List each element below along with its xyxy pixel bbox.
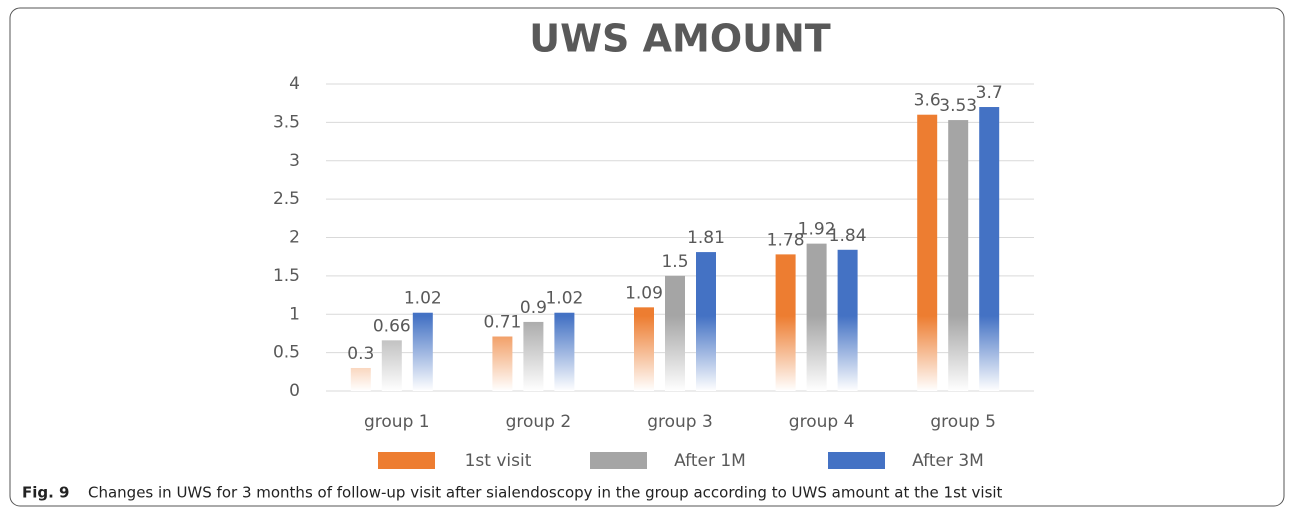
value-label: 1.5 (661, 252, 688, 272)
bar (917, 114, 938, 391)
y-tick-label: 1.5 (273, 266, 300, 286)
bar (979, 107, 1000, 392)
x-tick-label: group 5 (930, 412, 996, 432)
bar (837, 249, 858, 391)
legend-label: After 1M (674, 451, 746, 471)
value-label: 1.92 (798, 220, 836, 240)
legend-swatch (828, 452, 885, 469)
value-label: 3.6 (914, 91, 941, 111)
y-tick-label: 0 (289, 381, 300, 401)
bar (523, 321, 544, 391)
bar (665, 275, 685, 391)
value-label: 0.3 (347, 344, 374, 364)
value-label: 0.9 (520, 298, 547, 318)
caption-label: Fig. 9 (22, 484, 69, 502)
value-label: 0.66 (373, 316, 411, 336)
bar (775, 254, 796, 391)
y-tick-label: 3.5 (273, 112, 300, 132)
legend-swatch (378, 452, 435, 469)
bar (350, 367, 371, 391)
value-label: 1.02 (404, 289, 442, 309)
x-tick-label: group 1 (364, 412, 430, 432)
legend-label: After 3M (912, 451, 984, 471)
y-tick-label: 2 (289, 228, 300, 248)
bar (634, 307, 654, 391)
bar (381, 340, 402, 391)
x-tick-label: group 2 (506, 412, 572, 432)
value-label: 1.09 (625, 283, 663, 303)
legend-swatch (590, 452, 647, 469)
x-tick-label: group 4 (789, 412, 855, 432)
y-tick-label: 3 (289, 151, 300, 171)
value-label: 1.02 (545, 289, 583, 309)
value-label: 1.81 (687, 228, 725, 248)
bar (554, 312, 575, 391)
value-label: 1.84 (829, 226, 867, 246)
bar (492, 336, 513, 391)
y-tick-label: 2.5 (273, 189, 300, 209)
y-tick-label: 4 (289, 74, 300, 94)
x-tick-label: group 3 (647, 412, 713, 432)
y-tick-label: 1 (289, 304, 300, 324)
bar (412, 312, 433, 391)
bar (806, 243, 827, 391)
value-label: 0.71 (483, 313, 521, 333)
value-label: 3.53 (939, 96, 977, 116)
chart-title: UWS AMOUNT (529, 17, 831, 61)
value-label: 1.78 (767, 230, 805, 250)
y-tick-label: 0.5 (273, 343, 300, 363)
bar (696, 252, 716, 391)
value-label: 3.7 (976, 83, 1003, 103)
legend-label: 1st visit (465, 451, 532, 471)
caption-text: Changes in UWS for 3 months of follow-up… (88, 484, 1003, 502)
bar (948, 120, 969, 391)
